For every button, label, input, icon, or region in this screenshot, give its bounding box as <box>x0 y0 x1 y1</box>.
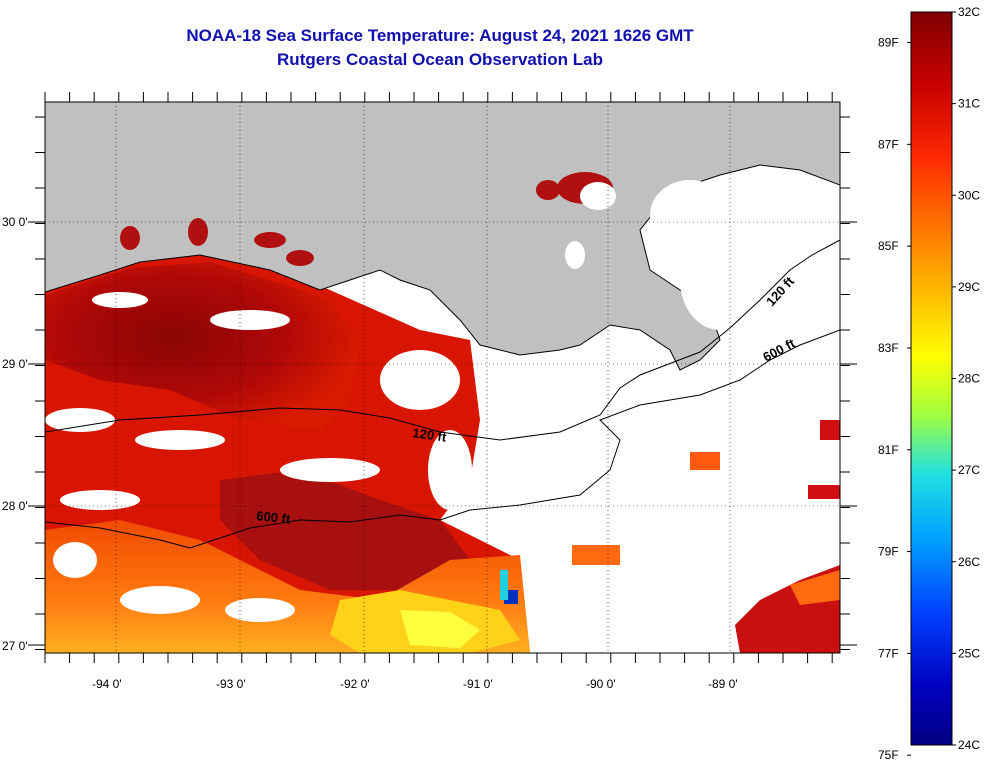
contour-label-600ft-west: 600 ft <box>256 508 292 527</box>
white-lakes <box>565 177 835 360</box>
cloud-gaps <box>45 292 472 622</box>
color-bar <box>910 11 953 746</box>
cool-patch <box>500 570 508 600</box>
warm-patch <box>690 452 720 470</box>
lat-label-28: 28 0' <box>2 499 28 513</box>
lon-label-91: -91 0' <box>463 677 493 691</box>
colorbar-celsius-label: 31C <box>958 97 980 111</box>
lat-label-29: 29 0' <box>2 357 28 371</box>
lon-label-90: -90 0' <box>586 677 616 691</box>
colorbar-celsius-label: 28C <box>958 372 980 386</box>
lon-label-94: -94 0' <box>92 677 122 691</box>
colorbar-fahrenheit-label: 89F <box>878 36 899 50</box>
colorbar-fahrenheit-label: 79F <box>878 545 899 559</box>
lon-label-93: -93 0' <box>216 677 246 691</box>
lat-label-30: 30 0' <box>2 215 28 229</box>
map-subtitle: Rutgers Coastal Ocean Observation Lab <box>277 50 603 69</box>
contour-120ft <box>45 239 840 441</box>
colorbar-celsius-label: 29C <box>958 280 980 294</box>
colorbar-fahrenheit-label: 83F <box>878 341 899 355</box>
graticule <box>45 102 840 653</box>
colorbar-celsius-label: 30C <box>958 188 980 202</box>
warm-core-south <box>220 470 470 590</box>
warm-patch <box>820 420 840 440</box>
lat-label-27: 27 0' <box>2 639 28 653</box>
warm-patch <box>808 485 840 499</box>
colorbar-celsius-label: 24C <box>958 738 980 752</box>
colorbar-fahrenheit-label: 77F <box>878 646 899 660</box>
colorbar-fahrenheit-label: 85F <box>878 239 899 253</box>
contour-600ft <box>45 329 840 549</box>
colorbar-fahrenheit-label: 75F <box>878 748 899 761</box>
warm-patch <box>572 545 620 565</box>
axis-ticks <box>28 92 857 663</box>
colorbar-celsius-label: 27C <box>958 463 980 477</box>
colorbar-fahrenheit-label: 81F <box>878 443 899 457</box>
colorbar-celsius-label: 26C <box>958 555 980 569</box>
land-mass <box>45 102 840 371</box>
lon-label-92: -92 0' <box>340 677 370 691</box>
colorbar-celsius-label: 32C <box>958 5 980 19</box>
inland-lakes <box>120 172 613 266</box>
colorbar-fahrenheit-label: 87F <box>878 137 899 151</box>
lon-label-89: -89 0' <box>708 677 738 691</box>
contour-label-120ft: 120 ft <box>412 425 448 445</box>
colorbar-celsius-label: 25C <box>958 646 980 660</box>
yellow-patch-core <box>400 610 480 648</box>
map-frame <box>44 101 841 654</box>
map-title: NOAA-18 Sea Surface Temperature: August … <box>186 26 694 45</box>
orange-patch-southeast <box>790 570 840 605</box>
